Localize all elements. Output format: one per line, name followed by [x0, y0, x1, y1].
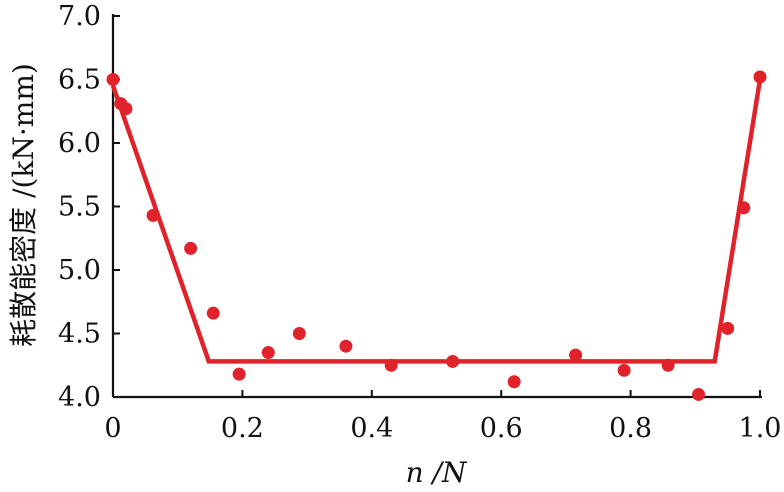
x-tick-label: 0.4 [350, 413, 393, 444]
data-point [507, 375, 521, 389]
data-point [261, 346, 275, 360]
y-tick-label: 4.5 [58, 319, 101, 350]
data-point [292, 327, 306, 340]
y-tick-label: 5.0 [58, 255, 101, 286]
data-point [569, 348, 583, 362]
data-point [617, 363, 631, 377]
fit-line-path [110, 79, 763, 364]
y-tick-label: 6.0 [58, 128, 101, 159]
y-tick-label: 4.0 [58, 382, 101, 413]
data-point [232, 367, 246, 381]
x-tick-label: 1.0 [739, 413, 782, 444]
x-tick-label: 0.6 [480, 413, 523, 444]
data-point [146, 208, 160, 222]
x-tick-label: 0.8 [609, 413, 652, 444]
y-axis-title: 耗散能密度 /(kN·mm) [7, 63, 40, 347]
data-point [737, 201, 751, 215]
y-tick-label: 5.5 [58, 192, 101, 223]
data-point [184, 241, 198, 255]
y-tick-labels: 4.0 4.5 5.0 5.5 6.0 6.5 7.0 [58, 1, 101, 413]
data-point [692, 387, 706, 401]
data-points [106, 70, 767, 401]
data-point [446, 354, 460, 368]
y-tick-label: 6.5 [58, 65, 101, 96]
data-point [753, 70, 767, 84]
data-point [384, 358, 398, 372]
data-point [721, 321, 735, 335]
axes [111, 14, 762, 399]
x-axis-title: n /N [406, 456, 468, 489]
data-point [339, 339, 353, 353]
y-tick-label: 7.0 [58, 1, 101, 32]
data-point [119, 102, 133, 116]
fit-line [110, 79, 763, 364]
x-tick-label: 0 [104, 413, 121, 444]
x-tick-label: 0.2 [221, 413, 264, 444]
x-tick-labels: 0 0.2 0.4 0.6 0.8 1.0 [104, 413, 781, 444]
data-point [661, 358, 675, 372]
data-point [206, 306, 220, 320]
data-point [106, 73, 120, 86]
